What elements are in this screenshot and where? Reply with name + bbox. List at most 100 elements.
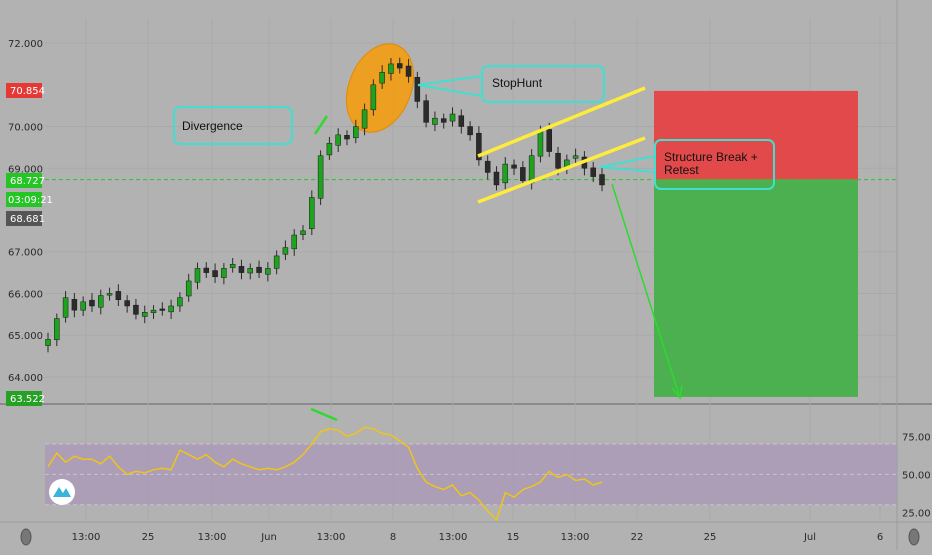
candle-up (326, 142, 333, 156)
y-tick-label: 64.000 (8, 373, 43, 384)
candle-up (273, 255, 280, 269)
price-badge-target-text: 63.522 (10, 394, 45, 405)
candle-down (546, 129, 552, 152)
y-tick-label: 67.000 (8, 248, 43, 259)
candle-down (256, 266, 262, 273)
x-tick-label: 25 (142, 532, 155, 543)
candle-up (150, 309, 157, 313)
candlestick-series (45, 57, 605, 353)
candle-up (185, 280, 192, 297)
candle-down (467, 126, 473, 136)
candle-down (476, 132, 482, 161)
candle-up (449, 113, 456, 122)
structure-break-label: Structure Break + (664, 150, 758, 164)
candle-up (229, 264, 236, 268)
candle-down (133, 304, 139, 315)
divergence-note-box (173, 106, 293, 145)
candle-up (300, 230, 306, 235)
x-tick-label: 13:00 (317, 532, 346, 543)
scroll-right-handle[interactable] (908, 528, 920, 546)
candle-up (379, 72, 385, 84)
candle-down (203, 267, 210, 273)
candle-up (388, 63, 394, 74)
candle-up (177, 297, 183, 307)
divergence-price-stroke (313, 115, 329, 135)
x-tick-label: 13:00 (439, 532, 468, 543)
x-tick-label: 25 (704, 532, 717, 543)
candle-up (62, 297, 69, 318)
candle-down (414, 77, 421, 102)
scroll-left-handle[interactable] (20, 528, 32, 546)
price-badge-stop (6, 83, 42, 98)
risk-reward-zones (45, 90, 897, 397)
x-tick-label: 6 (877, 532, 883, 543)
rsi-panel: 75.00 50.00 25.00 (45, 407, 931, 522)
candle-down (555, 152, 561, 169)
candle-up (309, 197, 315, 230)
x-tick-label: Jul (803, 532, 816, 543)
candle-up (54, 318, 60, 341)
candle-down (344, 135, 350, 140)
candle-down (493, 171, 500, 186)
y-tick-label: 65.000 (8, 331, 43, 342)
x-tick-label: 15 (507, 532, 520, 543)
retest-label: Retest (664, 163, 699, 177)
candle-up (106, 293, 113, 296)
stophunt-pointer (417, 74, 483, 98)
candle-up (247, 268, 254, 274)
divergence-rsi-stroke (310, 407, 338, 422)
candle-up (353, 126, 359, 139)
x-tick-label: 13:00 (561, 532, 590, 543)
countdown-text: 03:09:21 (8, 195, 53, 206)
price-badge-stop-text: 70.854 (10, 86, 45, 97)
rsi-line (47, 426, 603, 522)
projection-arrowhead (671, 384, 683, 400)
candle-down (89, 299, 95, 307)
candle-up (537, 130, 544, 157)
candle-up (528, 155, 535, 184)
y-tick-label: 69.000 (8, 164, 43, 175)
candle-up (335, 134, 341, 146)
x-tick-label: Jun (260, 532, 277, 543)
candle-down (71, 299, 78, 311)
candle-down (423, 100, 429, 123)
rsi-tick-label: 50.00 (902, 470, 931, 481)
rsi-tick-label: 25.00 (902, 508, 931, 519)
candle-down (440, 118, 447, 123)
price-badge-current-text: 68.727 (10, 176, 45, 187)
candle-up (221, 268, 227, 278)
candle-down (396, 63, 403, 69)
candle-up (361, 109, 368, 129)
candle-down (590, 167, 596, 177)
candle-up (432, 117, 438, 125)
divergence-label: Divergence (182, 119, 243, 133)
candle-up (98, 295, 104, 308)
candle-down (212, 270, 218, 278)
y-tick-label: 72.000 (8, 39, 43, 50)
channel-upper-line (477, 86, 646, 158)
countdown-badge (6, 192, 42, 207)
candle-up (317, 155, 324, 199)
candle-down (238, 266, 245, 273)
stop-loss-zone (654, 90, 858, 180)
stophunt-label: StopHunt (492, 76, 543, 90)
candle-up (265, 268, 271, 275)
y-tick-label: 66.000 (8, 289, 43, 300)
axes: 72.000 70.000 69.000 67.000 66.000 65.000 64.0… (8, 39, 883, 543)
candle-up (80, 301, 86, 311)
candle-down (405, 65, 412, 77)
candle-down (484, 160, 491, 173)
candle-up (194, 268, 201, 283)
candle-up (502, 163, 509, 184)
x-tick-label: 22 (631, 532, 644, 543)
price-badge-target (6, 391, 42, 406)
price-badge-low (6, 211, 42, 226)
candle-up (572, 155, 579, 159)
x-tick-label: 8 (390, 532, 396, 543)
candle-up (141, 312, 148, 317)
candle-down (115, 291, 122, 300)
x-tick-label: 13:00 (198, 532, 227, 543)
candle-up (45, 339, 51, 346)
